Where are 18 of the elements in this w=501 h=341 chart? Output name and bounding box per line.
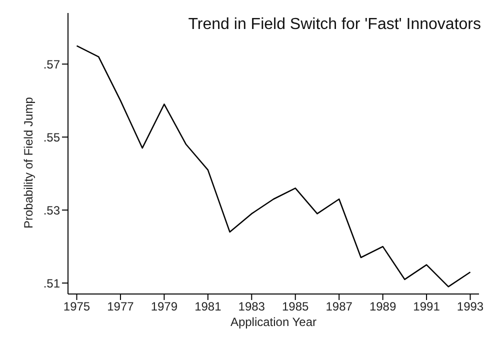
line-series	[76, 45, 471, 288]
y-tick-label: .57	[43, 57, 60, 72]
x-tick-label: 1979	[150, 300, 178, 314]
x-tick-label: 1993	[456, 300, 484, 314]
x-axis-title: Application Year	[230, 315, 317, 329]
chart-title: Trend in Field Switch for 'Fast' Innovators	[188, 16, 481, 34]
x-tick-label: 1989	[369, 300, 396, 314]
x-tick-label: 1987	[326, 300, 353, 314]
x-tick-label: 1985	[282, 300, 310, 314]
x-tick-label: 1975	[63, 300, 90, 314]
x-tick-label: 1981	[194, 300, 222, 314]
y-tick-label: .53	[43, 203, 60, 218]
x-tick-label: 1983	[238, 300, 266, 314]
x-tick-label: 1977	[107, 300, 134, 314]
y-tick-label: .51	[43, 276, 60, 290]
y-axis-title: Probability of Field Jump	[21, 96, 36, 228]
y-tick-label: .55	[43, 130, 60, 144]
x-tick-label: 1991	[413, 300, 440, 314]
